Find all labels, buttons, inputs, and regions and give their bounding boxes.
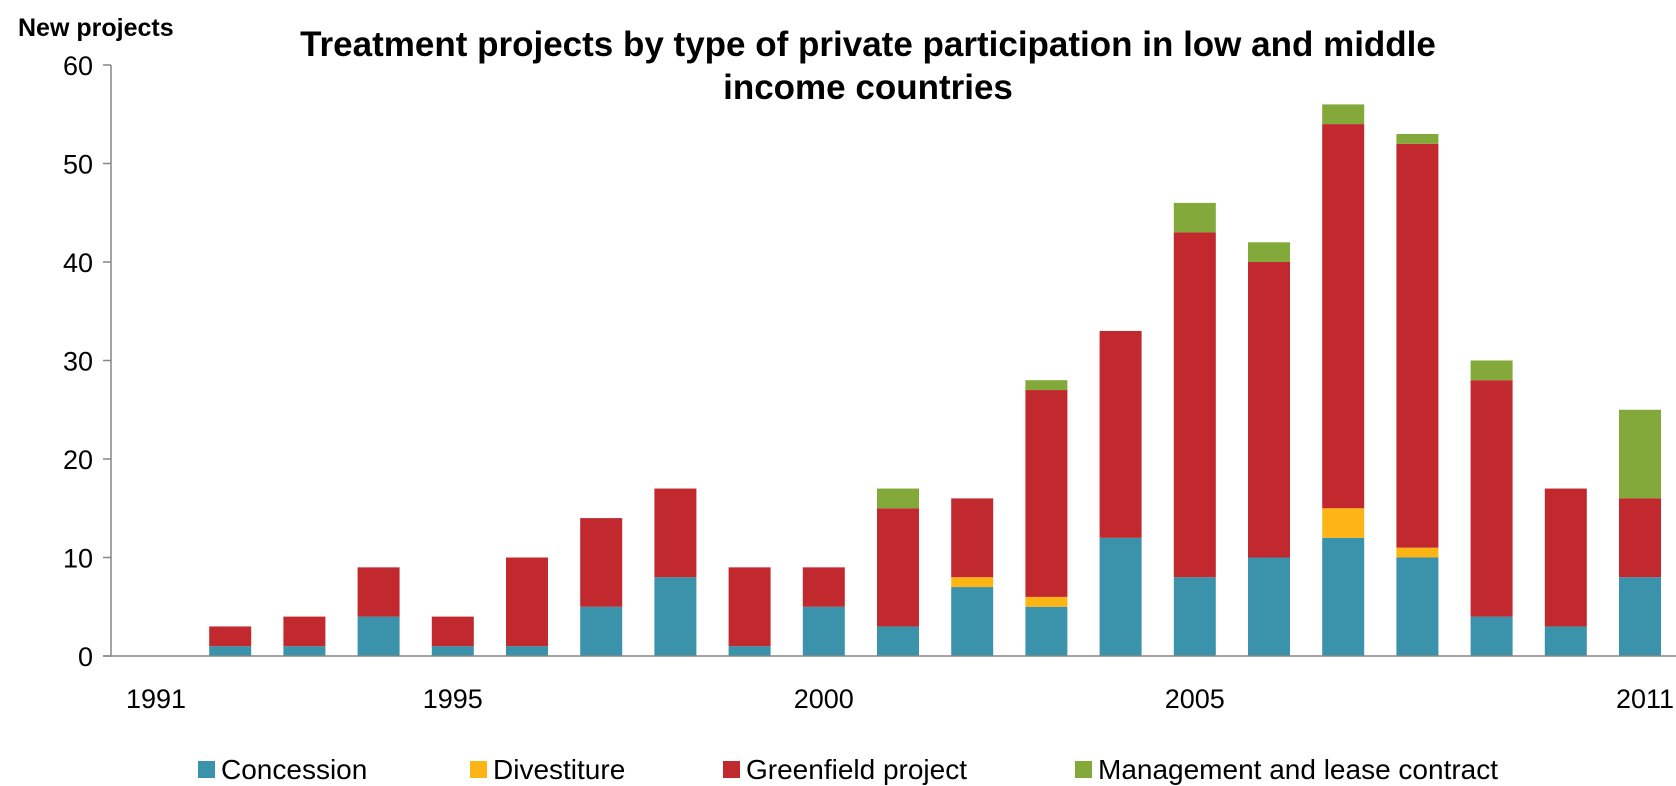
legend-swatch	[470, 761, 487, 778]
x-tick-label: 1991	[126, 684, 186, 714]
bar-segment-concession	[1173, 577, 1216, 656]
bar-segment-divestiture	[1025, 596, 1068, 607]
bar-segment-greenfield-project	[209, 626, 252, 647]
bar-segment-greenfield-project	[1544, 488, 1587, 627]
y-tick-label: 50	[63, 150, 93, 180]
y-tick-label: 30	[63, 347, 93, 377]
bar-segment-management-and-lease-contract	[877, 488, 919, 509]
bar-segment-greenfield-project	[431, 616, 474, 647]
bar-segment-concession	[506, 646, 548, 656]
bar-segment-greenfield-project	[506, 557, 548, 647]
bar-segment-greenfield-project	[1099, 330, 1142, 538]
bar-segment-greenfield-project	[1470, 380, 1513, 617]
bar-segment-greenfield-project	[1619, 498, 1661, 578]
x-tick-label: 2005	[1165, 684, 1225, 714]
legend-item: Concession	[198, 754, 367, 785]
bar-segment-concession	[357, 616, 400, 656]
y-tick-label: 20	[63, 445, 93, 475]
bar-segment-management-and-lease-contract	[1248, 242, 1290, 262]
bar-segment-concession	[951, 587, 994, 656]
bar-segment-greenfield-project	[283, 616, 326, 647]
bar-segment-concession	[1470, 616, 1513, 656]
bar-segment-management-and-lease-contract	[1322, 104, 1365, 125]
bar-segment-concession	[654, 577, 697, 656]
bar-segment-greenfield-project	[802, 567, 845, 607]
legend-item: Management and lease contract	[1075, 754, 1498, 785]
bar-segment-greenfield-project	[357, 567, 400, 617]
bar-segment-greenfield-project	[951, 498, 994, 578]
bars	[209, 104, 1661, 656]
x-tick-label: 2011	[1616, 684, 1674, 714]
legend-item: Greenfield project	[723, 754, 967, 785]
bar-segment-greenfield-project	[728, 567, 771, 647]
bar-segment-management-and-lease-contract	[1025, 380, 1068, 391]
legend-label: Concession	[221, 754, 367, 785]
legend-swatch	[198, 761, 215, 778]
bar-segment-concession	[728, 646, 771, 656]
x-tick-label: 1995	[423, 684, 483, 714]
legend-label: Greenfield project	[746, 754, 967, 785]
bar-segment-greenfield-project	[1322, 124, 1365, 509]
bar-segment-divestiture	[1396, 547, 1439, 558]
bar-segment-divestiture	[951, 577, 994, 588]
bar-segment-concession	[580, 606, 623, 656]
bar-segment-greenfield-project	[580, 518, 623, 607]
bar-segment-divestiture	[1322, 508, 1365, 538]
bar-segment-concession	[877, 626, 919, 656]
y-tick-label: 10	[63, 544, 93, 574]
legend-label: Management and lease contract	[1098, 754, 1498, 785]
bar-segment-concession	[1396, 557, 1439, 656]
bar-segment-concession	[283, 646, 326, 656]
bar-segment-greenfield-project	[654, 488, 697, 578]
legend: Concession Divestiture Greenfield project M…	[198, 754, 1498, 785]
bar-segment-concession	[802, 606, 845, 656]
chart-title-line-1: Treatment projects by type of private pa…	[300, 25, 1436, 64]
bar-segment-management-and-lease-contract	[1619, 409, 1661, 499]
bar-segment-management-and-lease-contract	[1173, 202, 1216, 233]
bar-segment-greenfield-project	[1173, 232, 1216, 578]
y-tick-label: 60	[63, 51, 93, 81]
bar-segment-concession	[431, 646, 474, 656]
legend-label: Divestiture	[493, 754, 625, 785]
axes	[103, 65, 1676, 657]
bar-segment-concession	[1322, 537, 1365, 656]
bar-segment-concession	[209, 646, 252, 656]
legend-swatch	[723, 761, 740, 778]
bar-segment-greenfield-project	[1025, 390, 1068, 597]
x-tick-label: 2000	[794, 684, 854, 714]
bar-segment-management-and-lease-contract	[1396, 133, 1439, 144]
y-tick-label: 40	[63, 248, 93, 278]
x-axis: 1991 1995 2000 2005 2011	[126, 684, 1674, 714]
bar-segment-greenfield-project	[1396, 143, 1439, 548]
bar-segment-concession	[1099, 537, 1142, 656]
legend-swatch	[1075, 761, 1092, 778]
bar-segment-concession	[1544, 626, 1587, 656]
bar-segment-management-and-lease-contract	[1470, 360, 1513, 381]
bar-segment-concession	[1025, 606, 1068, 656]
bar-segment-greenfield-project	[877, 508, 919, 627]
bar-segment-concession	[1248, 557, 1290, 656]
y-tick-label: 0	[78, 642, 93, 672]
legend-item: Divestiture	[470, 754, 625, 785]
y-axis: 0 10 20 30 40 50 60	[63, 51, 111, 672]
y-axis-label: New projects	[18, 14, 174, 42]
chart-title-line-2: income countries	[723, 68, 1013, 107]
bar-segment-concession	[1619, 577, 1661, 656]
bar-segment-greenfield-project	[1248, 262, 1290, 558]
